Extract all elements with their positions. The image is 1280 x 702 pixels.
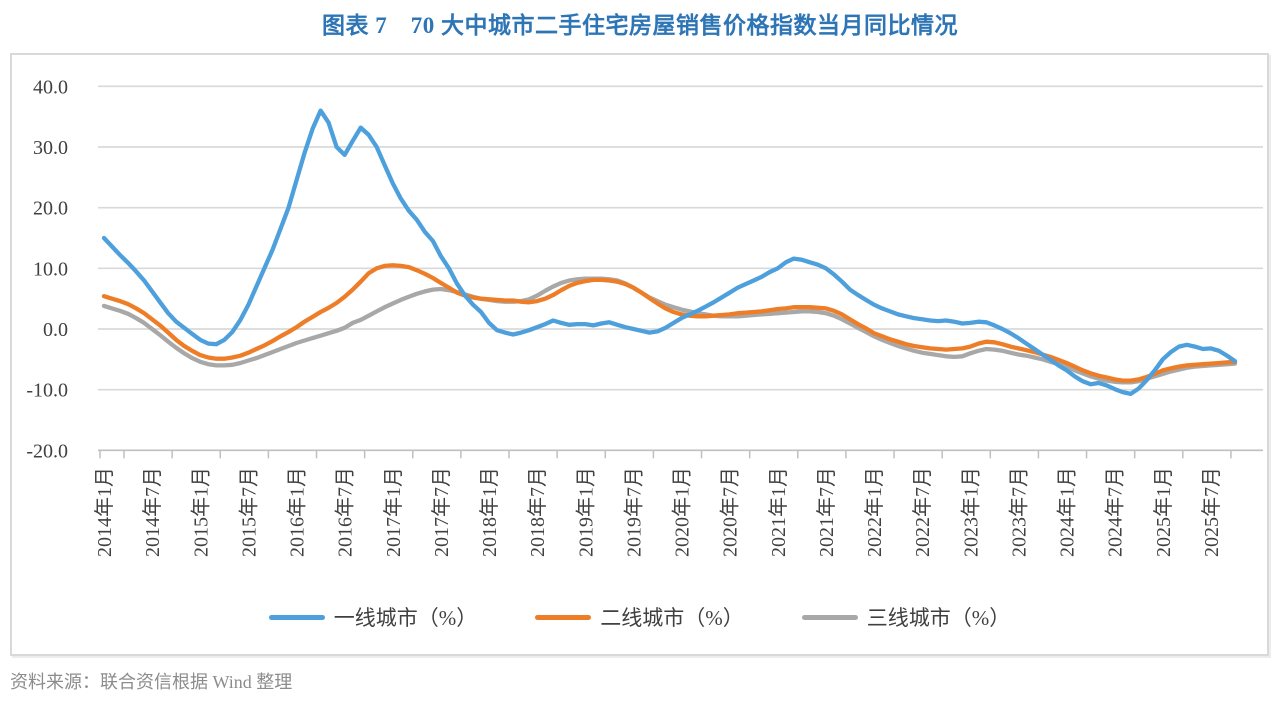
x-tick-label: 2018年7月 [526, 467, 549, 557]
legend-label-third-tier: 三线城市（%） [866, 606, 1011, 630]
y-tick-label: 30.0 [33, 137, 68, 159]
x-tick-label: 2019年1月 [574, 467, 597, 557]
legend-label-second-tier: 二线城市（%） [600, 606, 744, 630]
figure-title: 图表 7 70 大中城市二手住宅房屋销售价格指数当月同比情况 [322, 13, 958, 38]
x-axis-ticks [99, 450, 1232, 459]
legend-swatch-second-tier [535, 614, 592, 620]
x-tick-label: 2021年1月 [767, 467, 790, 557]
x-tick-label: 2014年1月 [93, 467, 116, 557]
third-tier-line [101, 276, 1238, 385]
x-tick-label: 2016年1月 [286, 467, 309, 557]
legend-item-second-tier: 二线城市（%） [535, 602, 744, 632]
legend-item-third-tier: 三线城市（%） [801, 602, 1011, 632]
y-tick-label: 20.0 [33, 198, 68, 220]
x-tick-label: 2025年7月 [1200, 467, 1223, 557]
x-tick-label: 2014年7月 [141, 467, 164, 557]
x-tick-label: 2016年7月 [334, 467, 357, 557]
first-tier-line [101, 108, 1238, 397]
x-tick-label: 2022年7月 [911, 467, 934, 557]
x-tick-label: 2017年7月 [430, 467, 453, 557]
y-tick-label: 40.0 [33, 76, 68, 98]
x-tick-label: 2019年7月 [622, 467, 645, 557]
y-tick-label: 0.0 [43, 319, 68, 341]
x-tick-label: 2023年7月 [1007, 467, 1030, 557]
legend-item-first-tier: 一线城市（%） [268, 602, 478, 632]
y-tick-label: -10.0 [26, 380, 68, 402]
legend-swatch-first-tier [268, 614, 325, 620]
y-axis-labels: 40.0 30.0 20.0 10.0 0.0 -10.0 -20.0 [26, 76, 68, 462]
chart-container: 40.0 30.0 20.0 10.0 0.0 -10.0 -20.0 2014年1月 2014… [10, 53, 1269, 656]
x-tick-label: 2023年1月 [959, 467, 982, 557]
x-tick-label: 2022年1月 [863, 467, 886, 557]
x-tick-label: 2015年7月 [237, 467, 260, 557]
x-tick-label: 2020年7月 [719, 467, 742, 557]
gridlines [98, 85, 1263, 452]
chart-legend: 一线城市（%） 二线城市（%） 三线城市（%） [12, 602, 1267, 632]
legend-label-first-tier: 一线城市（%） [333, 606, 478, 630]
x-tick-label: 2015年1月 [189, 467, 212, 557]
x-tick-label: 2018年1月 [478, 467, 501, 557]
x-tick-label: 2025年1月 [1152, 467, 1175, 557]
x-tick-label: 2024年7月 [1104, 467, 1127, 557]
y-tick-label: -20.0 [26, 440, 68, 462]
x-tick-label: 2017年1月 [382, 467, 405, 557]
y-tick-label: 10.0 [33, 258, 68, 280]
x-tick-label: 2020年1月 [671, 467, 694, 557]
source-note: 资料来源：联合资信根据 Wind 整理 [10, 672, 293, 692]
x-tick-label: 2024年1月 [1056, 467, 1079, 557]
x-axis-labels: 2014年1月 2014年7月 2015年1月 2015年7月 2016年1月 2016年… [93, 467, 1223, 557]
legend-swatch-third-tier [801, 614, 858, 620]
x-tick-label: 2021年7月 [815, 467, 838, 557]
